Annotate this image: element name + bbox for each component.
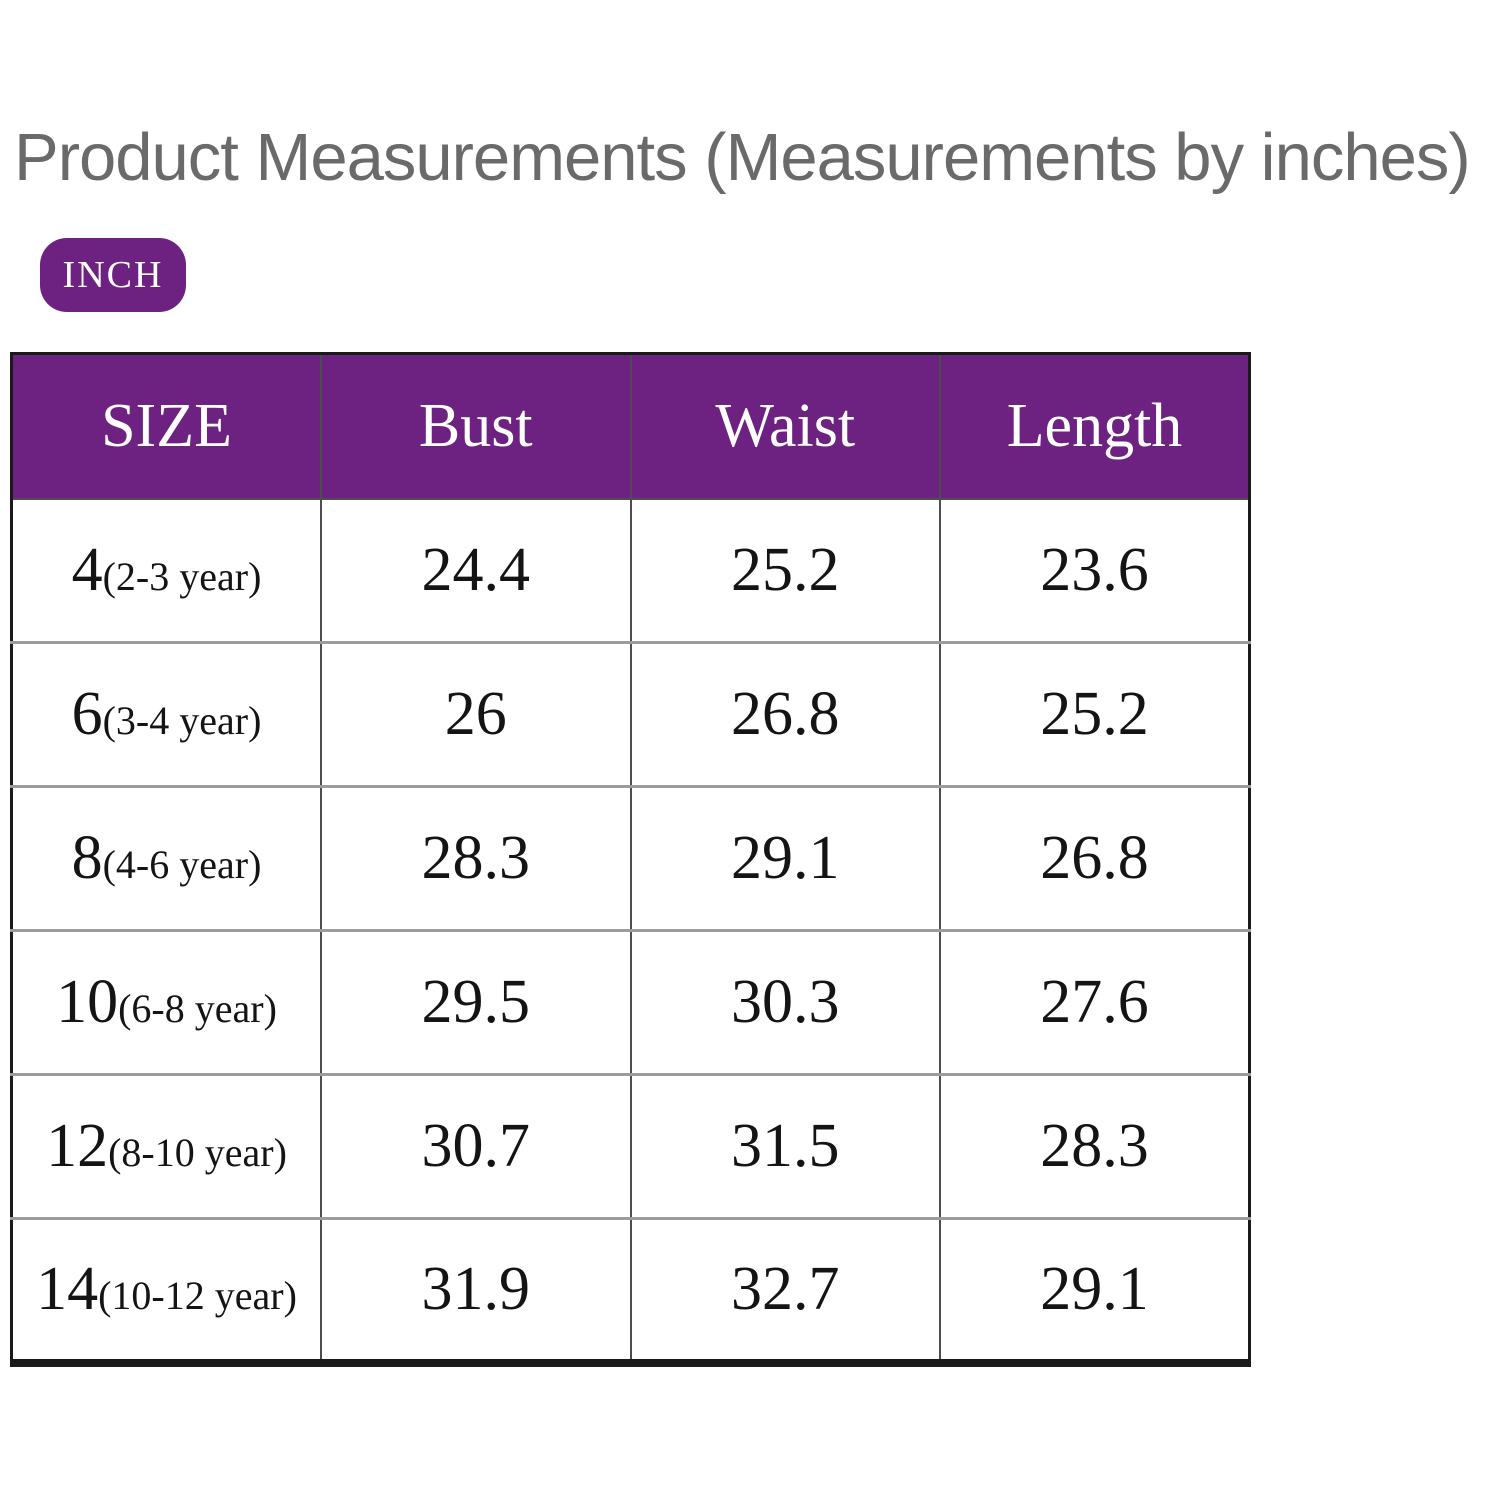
- table-row: 12(8-10 year) 30.7 31.5 28.3: [11, 1073, 1250, 1219]
- table-row: 4(2-3 year) 24.4 25.2 23.6: [11, 497, 1250, 643]
- bust-cell: 31.9: [320, 1217, 631, 1363]
- size-cell: 8(4-6 year): [11, 785, 321, 931]
- size-chart-table: SIZE Bust Waist Length 4(2-3 year) 24.4 …: [10, 352, 1251, 1367]
- size-age-range: (10-12 year): [98, 1272, 297, 1318]
- size-value: 4: [71, 535, 103, 604]
- length-cell: 28.3: [939, 1073, 1250, 1219]
- bust-cell: 26: [320, 641, 631, 787]
- length-cell: 25.2: [939, 641, 1250, 787]
- column-header-waist: Waist: [629, 353, 940, 499]
- table-row: 8(4-6 year) 28.3 29.1 26.8: [11, 785, 1250, 931]
- column-header-size: SIZE: [11, 353, 321, 499]
- size-cell: 14(10-12 year): [11, 1217, 321, 1363]
- column-header-bust: Bust: [320, 353, 631, 499]
- waist-cell: 30.3: [629, 929, 940, 1075]
- waist-cell: 29.1: [629, 785, 940, 931]
- size-value: 6: [71, 680, 103, 748]
- size-age-range: (8-10 year): [108, 1130, 287, 1175]
- size-age-range: (4-6 year): [102, 842, 262, 887]
- length-cell: 26.8: [939, 785, 1250, 931]
- table-row: 14(10-12 year) 31.9 32.7 29.1: [11, 1217, 1250, 1363]
- size-value: 14: [36, 1254, 99, 1323]
- size-age-range: (6-8 year): [118, 986, 277, 1031]
- size-cell: 6(3-4 year): [11, 641, 321, 787]
- bust-cell: 24.4: [320, 497, 631, 643]
- column-header-length: Length: [939, 353, 1250, 499]
- page-title: Product Measurements (Measurements by in…: [14, 120, 1471, 195]
- size-cell: 4(2-3 year): [11, 497, 321, 643]
- table-row: 6(3-4 year) 26 26.8 25.2: [11, 641, 1250, 787]
- length-cell: 29.1: [939, 1217, 1250, 1363]
- size-age-range: (3-4 year): [102, 698, 262, 743]
- table-row: 10(6-8 year) 29.5 30.3 27.6: [11, 929, 1250, 1075]
- header-row: SIZE Bust Waist Length: [11, 353, 1250, 499]
- size-value: 10: [56, 968, 119, 1036]
- length-cell: 23.6: [939, 497, 1250, 643]
- size-cell: 12(8-10 year): [11, 1073, 321, 1219]
- unit-inch-button[interactable]: INCH: [40, 238, 186, 312]
- bust-cell: 28.3: [320, 785, 631, 931]
- waist-cell: 31.5: [629, 1073, 940, 1219]
- waist-cell: 25.2: [629, 497, 940, 643]
- size-age-range: (2-3 year): [102, 553, 262, 599]
- bust-cell: 30.7: [320, 1073, 631, 1219]
- waist-cell: 32.7: [629, 1217, 940, 1363]
- waist-cell: 26.8: [629, 641, 940, 787]
- size-value: 12: [46, 1112, 109, 1180]
- length-cell: 27.6: [939, 929, 1250, 1075]
- bust-cell: 29.5: [320, 929, 631, 1075]
- size-cell: 10(6-8 year): [11, 929, 321, 1075]
- size-value: 8: [71, 824, 103, 892]
